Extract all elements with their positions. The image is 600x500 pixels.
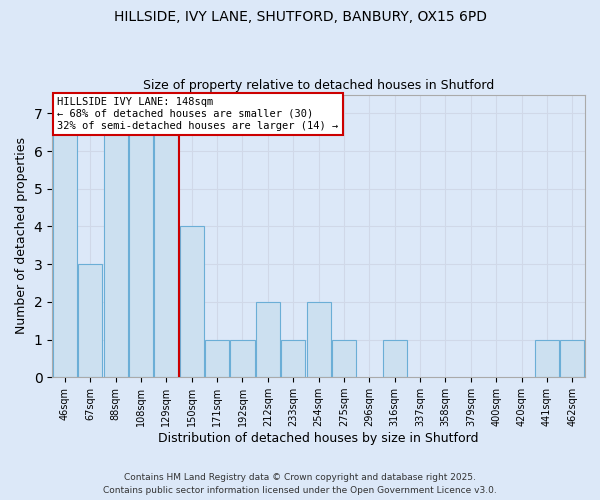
Y-axis label: Number of detached properties: Number of detached properties xyxy=(15,138,28,334)
Bar xyxy=(307,302,331,377)
Text: HILLSIDE, IVY LANE, SHUTFORD, BANBURY, OX15 6PD: HILLSIDE, IVY LANE, SHUTFORD, BANBURY, O… xyxy=(113,10,487,24)
Bar xyxy=(205,340,229,377)
Bar xyxy=(53,114,77,377)
Bar xyxy=(281,340,305,377)
Bar xyxy=(383,340,407,377)
Bar xyxy=(332,340,356,377)
Bar xyxy=(560,340,584,377)
Bar xyxy=(179,226,204,377)
Title: Size of property relative to detached houses in Shutford: Size of property relative to detached ho… xyxy=(143,79,494,92)
Text: HILLSIDE IVY LANE: 148sqm
← 68% of detached houses are smaller (30)
32% of semi-: HILLSIDE IVY LANE: 148sqm ← 68% of detac… xyxy=(58,98,339,130)
Bar xyxy=(129,114,153,377)
Bar xyxy=(104,114,128,377)
Bar xyxy=(256,302,280,377)
Text: Contains HM Land Registry data © Crown copyright and database right 2025.
Contai: Contains HM Land Registry data © Crown c… xyxy=(103,474,497,495)
Bar xyxy=(78,264,102,377)
Bar xyxy=(230,340,254,377)
Bar xyxy=(154,114,178,377)
Bar xyxy=(535,340,559,377)
X-axis label: Distribution of detached houses by size in Shutford: Distribution of detached houses by size … xyxy=(158,432,479,445)
